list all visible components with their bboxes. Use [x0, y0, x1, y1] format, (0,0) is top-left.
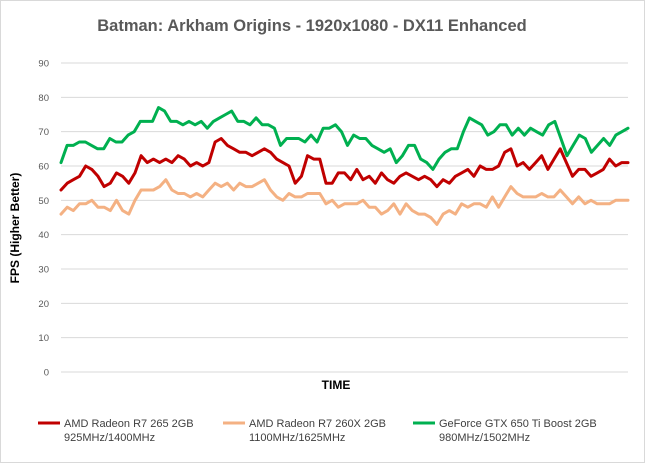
y-tick-label: 30: [38, 265, 49, 276]
y-tick-label: 40: [38, 230, 49, 241]
y-tick-label: 60: [38, 162, 49, 173]
legend-sublabel-0: 925MHz/1400MHz: [64, 432, 155, 444]
y-tick-labels: 0 10 20 30 40 50 60 70 80 90: [38, 59, 49, 379]
legend-label-2: GeForce GTX 650 Ti Boost 2GB: [439, 418, 597, 430]
legend-sublabel-2: 980MHz/1502MHz: [439, 432, 530, 444]
y-tick-label: 0: [44, 368, 49, 379]
series-line-0: [59, 137, 630, 192]
gridlines: [61, 62, 628, 373]
y-tick-label: 50: [38, 196, 49, 207]
series-line-1: [59, 178, 630, 226]
y-tick-label: 20: [38, 299, 49, 310]
series-line-2: [59, 106, 630, 171]
legend-label-1: AMD Radeon R7 260X 2GB: [249, 418, 386, 430]
y-axis-label: FPS (Higher Better): [8, 173, 22, 284]
y-tick-label: 10: [38, 333, 49, 344]
chart-title: Batman: Arkham Origins - 1920x1080 - DX1…: [97, 17, 526, 35]
y-tick-label: 80: [38, 93, 49, 104]
y-tick-label: 70: [38, 127, 49, 138]
series-lines: [59, 106, 630, 226]
legend-label-0: AMD Radeon R7 265 2GB: [64, 418, 194, 430]
x-axis-label: TIME: [322, 378, 351, 392]
y-tick-label: 90: [38, 59, 49, 70]
legend-sublabel-1: 1100MHz/1625MHz: [249, 432, 345, 444]
legend: AMD Radeon R7 265 2GB 925MHz/1400MHz AMD R…: [38, 418, 597, 444]
